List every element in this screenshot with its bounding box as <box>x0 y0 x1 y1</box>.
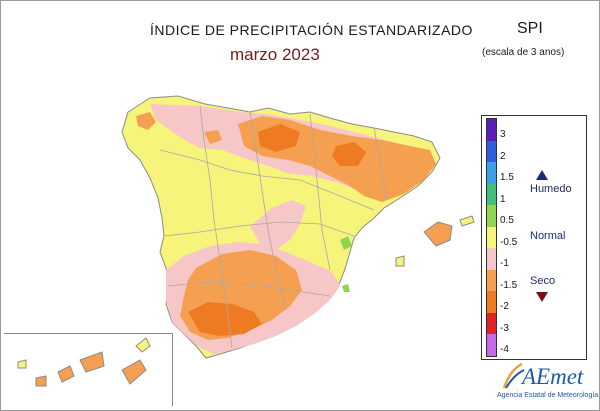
scale-note: (escala de 3 anos) <box>482 47 565 58</box>
map-title: ÍNDICE DE PRECIPITACIÓN ESTANDARIZADO <box>150 22 473 38</box>
legend-class-swatch <box>487 226 496 249</box>
legend-dry-label: Seco <box>530 275 556 287</box>
legend-class-swatch <box>487 119 496 142</box>
legend-tick-label: 3 <box>500 129 506 140</box>
legend-class-swatch <box>487 334 496 357</box>
legend-normal-label: Normal <box>530 230 566 242</box>
legend-tick-label: -1 <box>500 258 509 269</box>
legend-class-swatch <box>487 162 496 185</box>
legend-class-swatch <box>487 269 496 292</box>
ibiza-island <box>395 255 405 267</box>
legend-tick-label: 1 <box>500 193 506 205</box>
navarra-strong-dry <box>258 124 300 152</box>
legend-class-swatch <box>487 312 496 335</box>
legend-tick-label: 1.5 <box>500 172 514 183</box>
province-boundaries <box>159 105 387 349</box>
legend-tick-label: -0.5 <box>500 236 518 248</box>
andalucia-strong-dry <box>188 302 262 336</box>
aemet-logo-icon <box>502 362 525 389</box>
legend-class-swatch <box>487 248 496 271</box>
menorca-island <box>459 215 475 227</box>
galicia-dry-spot <box>136 112 156 130</box>
legend-class-swatch <box>487 205 496 228</box>
mallorca-island <box>423 221 453 247</box>
levante-humid-spot <box>340 236 352 250</box>
legend-color-bar <box>486 118 497 357</box>
asturias-dry-spot <box>204 130 222 144</box>
legend-class-swatch <box>487 140 496 163</box>
ebro-strong-dry <box>332 142 366 166</box>
legend-tick-label: -1.5 <box>500 279 518 291</box>
aemet-logo-wordmark: AEmet <box>522 364 584 389</box>
aemet-agency-name: Agencia Estatal de Meteorología <box>497 392 599 399</box>
index-name: SPI <box>517 20 543 37</box>
legend-tick-label: -3 <box>500 322 509 334</box>
legend-class-swatch <box>487 291 496 314</box>
canary-islands <box>17 337 151 387</box>
dry-arrow-icon <box>536 292 548 302</box>
legend-class-swatch <box>487 183 496 206</box>
humid-arrow-icon <box>536 170 548 180</box>
legend-tick-label: 2 <box>500 150 506 162</box>
central-pink-region <box>250 200 306 250</box>
legend-tick-label: -2 <box>500 301 509 312</box>
almeria-humid-spot <box>342 284 350 292</box>
map-subtitle: marzo 2023 <box>230 45 320 64</box>
legend-humid-label: Humedo <box>530 183 572 195</box>
canary-inset-frame <box>4 333 173 406</box>
legend-tick-label: 0.5 <box>500 215 514 226</box>
legend-tick-label: -4 <box>500 344 509 355</box>
legend-panel <box>481 115 587 360</box>
